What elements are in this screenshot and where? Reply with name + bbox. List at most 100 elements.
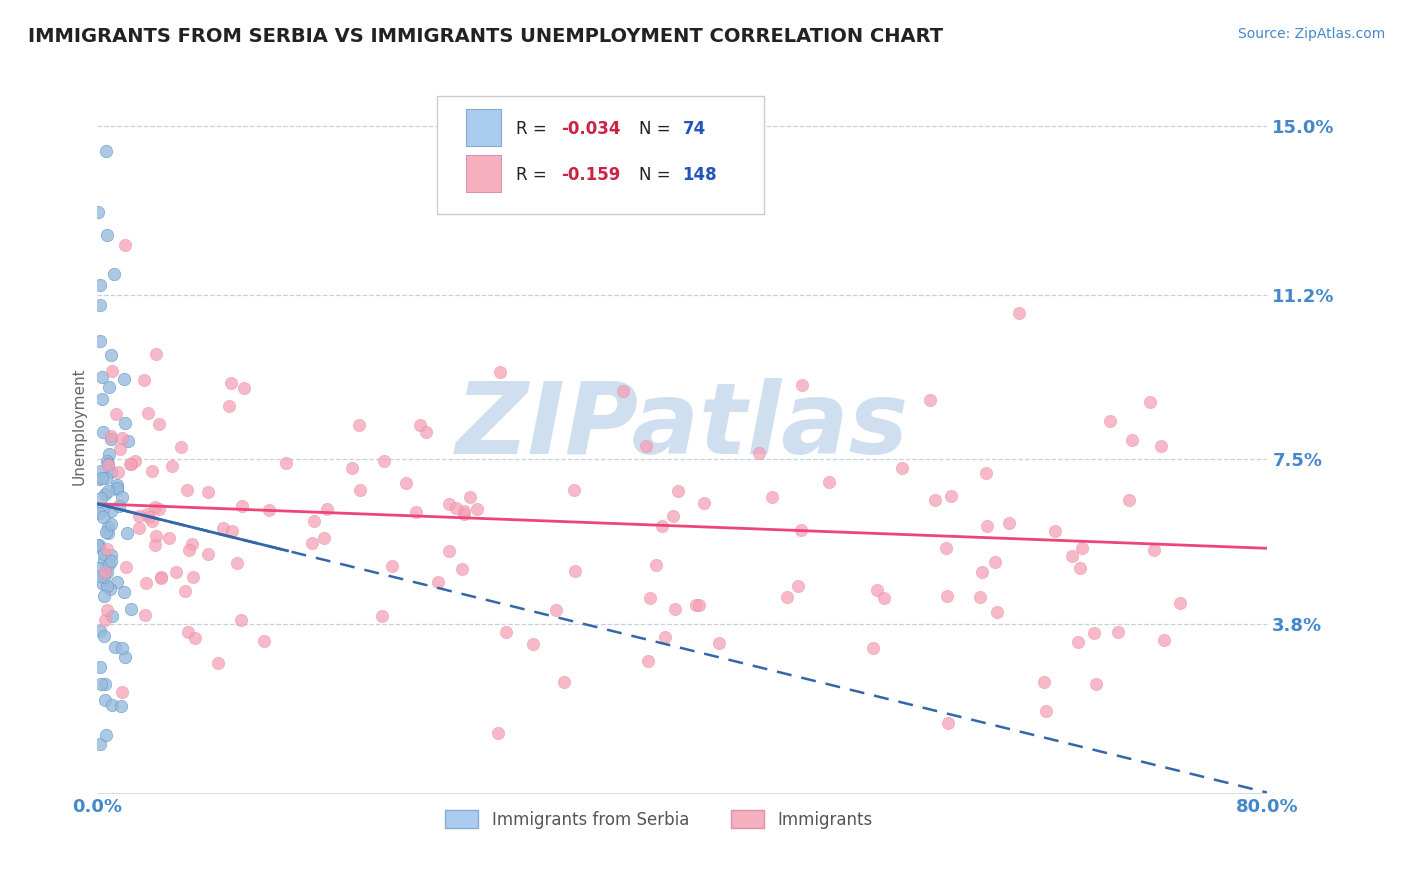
Point: [212, 520, 235, 534]
Point: [93, 629, 115, 643]
Point: [118, 457, 141, 471]
Text: R =: R =: [516, 120, 553, 138]
Point: [1085, 677, 1108, 691]
Point: [790, 523, 813, 537]
Point: [103, 640, 125, 654]
Point: [177, 542, 200, 557]
Point: [662, 509, 685, 524]
Point: [935, 589, 957, 603]
Point: [181, 537, 204, 551]
Point: [983, 555, 1005, 569]
Point: [207, 656, 229, 670]
Point: [100, 554, 122, 568]
Point: [148, 501, 170, 516]
Point: [998, 516, 1021, 530]
Point: [197, 485, 219, 500]
Point: [349, 483, 371, 498]
Point: [128, 521, 150, 535]
Point: [221, 524, 243, 538]
Point: [94, 145, 117, 159]
Point: [93, 677, 115, 691]
Point: [100, 516, 122, 531]
Point: [145, 528, 167, 542]
Point: [91, 425, 114, 439]
Point: [1083, 625, 1105, 640]
Point: [276, 457, 298, 471]
Point: [91, 577, 114, 591]
Point: [96, 565, 118, 579]
Point: [1098, 414, 1121, 428]
Point: [231, 613, 253, 627]
Point: [98, 582, 121, 597]
Text: N =: N =: [640, 166, 676, 184]
Point: [89, 737, 111, 751]
FancyBboxPatch shape: [465, 155, 501, 192]
Point: [111, 685, 134, 699]
Point: [786, 579, 808, 593]
Point: [226, 556, 249, 570]
Point: [395, 475, 418, 490]
Point: [100, 549, 122, 563]
Point: [761, 490, 783, 504]
Point: [1168, 596, 1191, 610]
Point: [197, 547, 219, 561]
Point: [93, 510, 115, 524]
Text: IMMIGRANTS FROM SERBIA VS IMMIGRANTS UNEMPLOYMENT CORRELATION CHART: IMMIGRANTS FROM SERBIA VS IMMIGRANTS UNE…: [28, 27, 943, 45]
Point: [89, 624, 111, 639]
Point: [134, 608, 156, 623]
Point: [405, 505, 427, 519]
Point: [302, 514, 325, 528]
Point: [94, 471, 117, 485]
Point: [149, 570, 172, 584]
Point: [100, 466, 122, 480]
Point: [148, 417, 170, 431]
Point: [98, 379, 121, 393]
Text: R =: R =: [516, 166, 553, 184]
Point: [174, 583, 197, 598]
Point: [342, 460, 364, 475]
Point: [1107, 624, 1129, 639]
Point: [111, 640, 134, 655]
Point: [103, 267, 125, 281]
Point: [112, 585, 135, 599]
Point: [93, 552, 115, 566]
Point: [91, 501, 114, 516]
Text: 148: 148: [682, 166, 717, 184]
Point: [98, 558, 121, 572]
Point: [96, 453, 118, 467]
Point: [637, 654, 659, 668]
Point: [90, 491, 112, 506]
Point: [444, 501, 467, 516]
Point: [1062, 549, 1084, 564]
Point: [90, 677, 112, 691]
Point: [96, 603, 118, 617]
Point: [562, 483, 585, 498]
Point: [100, 429, 122, 443]
Point: [218, 399, 240, 413]
Point: [87, 205, 110, 219]
Point: [818, 475, 841, 489]
Point: [181, 570, 204, 584]
Point: [253, 633, 276, 648]
Point: [100, 348, 122, 362]
Point: [90, 569, 112, 583]
Point: [117, 434, 139, 449]
Point: [316, 502, 339, 516]
Point: [150, 571, 173, 585]
Point: [141, 465, 163, 479]
Text: -0.159: -0.159: [561, 166, 620, 184]
Point: [666, 484, 689, 499]
Point: [564, 564, 586, 578]
Point: [96, 541, 118, 556]
Point: [107, 465, 129, 479]
Point: [93, 547, 115, 561]
Point: [1153, 633, 1175, 648]
Point: [98, 447, 121, 461]
Point: [976, 518, 998, 533]
Point: [486, 726, 509, 740]
Point: [87, 561, 110, 575]
Point: [104, 408, 127, 422]
Point: [890, 461, 912, 475]
FancyBboxPatch shape: [437, 96, 765, 213]
Point: [654, 631, 676, 645]
